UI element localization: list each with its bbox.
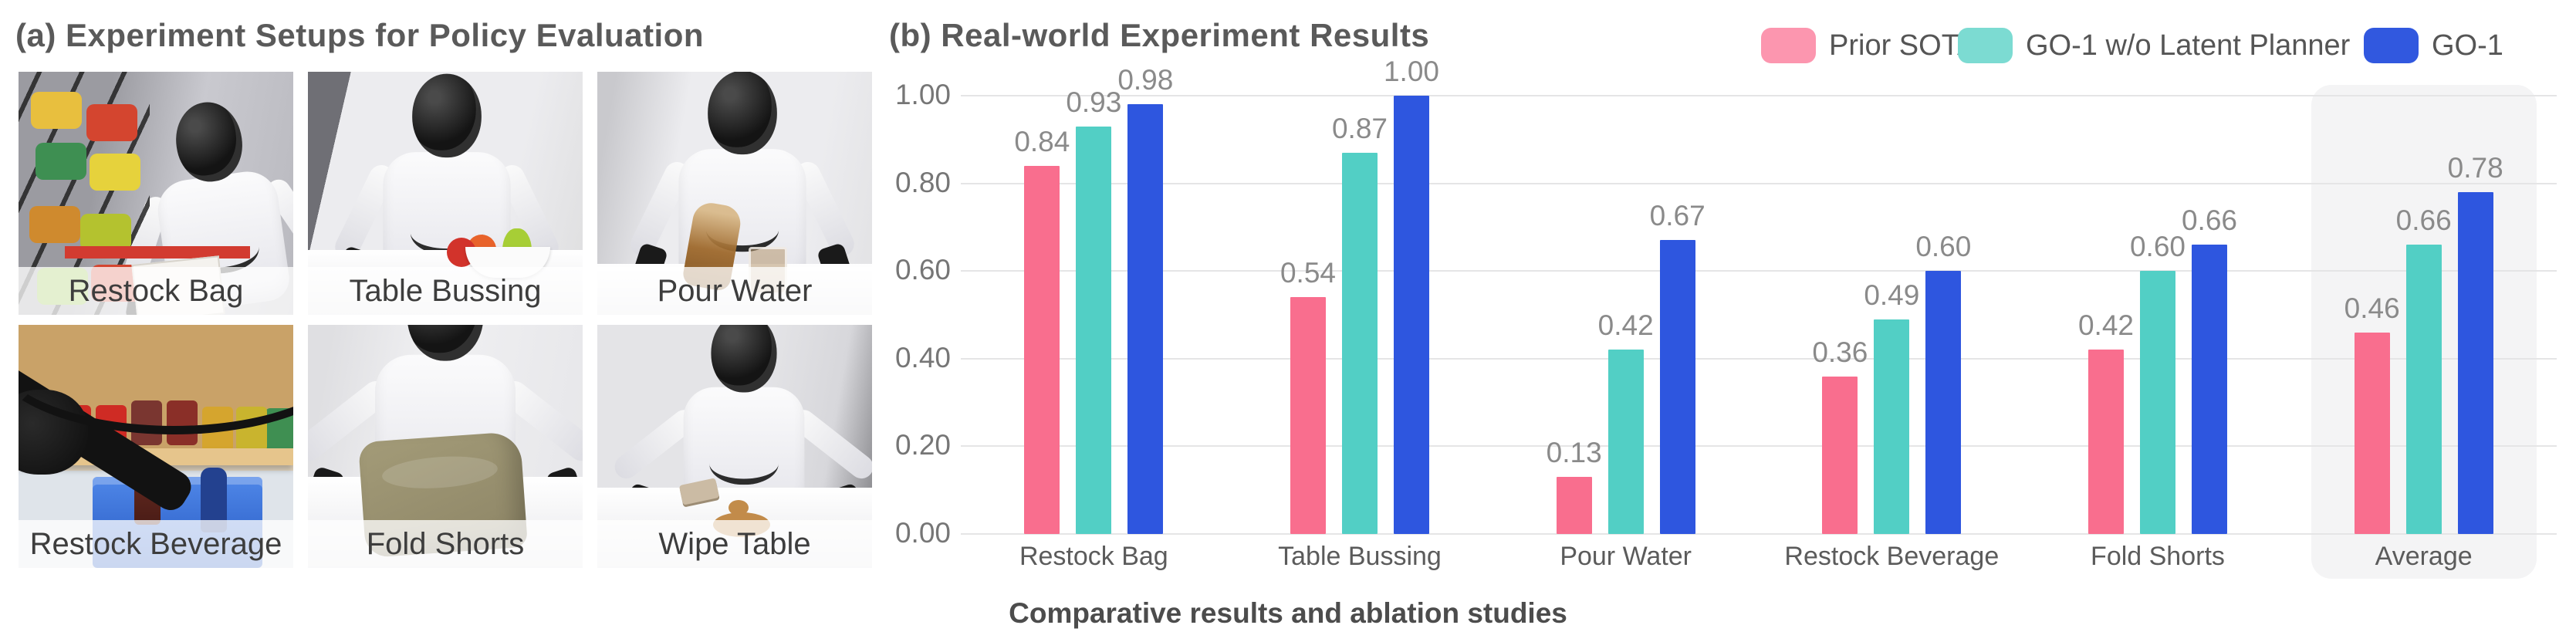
setup-label: Table Bussing — [308, 267, 583, 315]
legend-swatch-go1 — [2364, 28, 2419, 63]
legend-label: Prior SOTA — [1829, 29, 1977, 62]
bar-value-label: 0.60 — [2129, 231, 2186, 263]
y-axis-tick-label: 1.00 — [894, 79, 951, 110]
bar-value-label: 0.36 — [1812, 336, 1868, 368]
setup-photo-restock-bag: Restock Bag — [19, 72, 293, 315]
bar-prior-sota-pour-water — [1556, 477, 1592, 534]
bar-value-label: 0.93 — [1066, 86, 1122, 118]
y-gridline — [961, 357, 2557, 360]
setup-label: Restock Beverage — [19, 520, 293, 568]
panel-b-title: (b) Real-world Experiment Results — [889, 17, 1430, 53]
x-axis-label-restock-beverage: Restock Beverage — [1784, 542, 2000, 571]
figure-caption: Comparative results and ablation studies — [1009, 597, 1567, 629]
setup-label: Wipe Table — [597, 520, 872, 568]
legend-label: GO-1 — [2432, 29, 2503, 62]
x-axis-label-average: Average — [2375, 542, 2473, 571]
bar-value-label: 0.42 — [1597, 309, 1654, 342]
bar-prior-sota-fold-shorts — [2088, 350, 2124, 534]
panel-a-title: (a) Experiment Setups for Policy Evaluat… — [15, 17, 705, 53]
legend-label: GO-1 w/o Latent Planner — [2026, 29, 2351, 62]
setup-label: Pour Water — [597, 267, 872, 315]
bar-value-label: 0.13 — [1546, 437, 1602, 469]
y-gridline — [961, 95, 2557, 96]
y-gridline — [961, 533, 2557, 535]
legend-item-go1: GO-1 — [2364, 28, 2503, 63]
bar-value-label: 0.49 — [1864, 279, 1920, 311]
bar-value-label: 0.78 — [2447, 151, 2503, 184]
x-axis-label-restock-bag: Restock Bag — [1019, 542, 1168, 571]
bar-prior-sota-table-bussing — [1290, 297, 1326, 534]
cable — [19, 325, 293, 434]
bar-value-label: 0.98 — [1117, 64, 1174, 96]
bar-go-1-w-o-latent-planner-fold-shorts — [2140, 271, 2175, 534]
setup-photo-fold-shorts: Fold Shorts — [308, 325, 583, 568]
bar-prior-sota-average — [2354, 332, 2390, 534]
bar-go-1-average — [2457, 191, 2493, 534]
y-gridline — [961, 182, 2557, 184]
bar-go-1-fold-shorts — [2192, 245, 2227, 534]
bar-value-label: 0.60 — [1915, 231, 1972, 263]
legend-item-go1-wo-latent-planner: GO-1 w/o Latent Planner — [1958, 28, 2350, 63]
bar-value-label: 0.66 — [2395, 204, 2452, 237]
setup-photo-table-bussing: Table Bussing — [308, 72, 583, 315]
x-axis-label-table-bussing: Table Bussing — [1278, 542, 1442, 571]
bar-prior-sota-restock-beverage — [1822, 376, 1858, 534]
y-axis-tick-label: 0.00 — [894, 517, 951, 549]
shopping-cart — [65, 246, 250, 258]
bar-go-1-w-o-latent-planner-restock-beverage — [1874, 319, 1910, 534]
setup-photo-wipe-table: Wipe Table — [597, 325, 872, 568]
bar-value-label: 0.54 — [1280, 257, 1336, 289]
y-axis-tick-label: 0.80 — [894, 166, 951, 198]
y-axis-tick-label: 0.40 — [894, 341, 951, 373]
y-axis-tick-label: 0.20 — [894, 429, 951, 461]
bar-go-1-w-o-latent-planner-average — [2405, 245, 2442, 534]
legend-swatch-prior-sota — [1761, 28, 1816, 63]
bar-value-label: 0.66 — [2181, 204, 2237, 237]
x-axis-label-fold-shorts: Fold Shorts — [2091, 542, 2225, 571]
y-gridline — [961, 270, 2557, 272]
bar-value-label: 0.84 — [1014, 125, 1070, 157]
setup-label: Restock Bag — [19, 267, 293, 315]
bar-value-label: 0.67 — [1649, 200, 1706, 232]
y-axis-tick-label: 0.60 — [894, 254, 951, 286]
bar-go-1-pour-water — [1659, 240, 1695, 534]
setup-photo-restock-beverage: Restock Beverage — [19, 325, 293, 568]
bar-go-1-restock-bag — [1127, 104, 1164, 534]
setup-label: Fold Shorts — [308, 520, 583, 568]
bar-go-1-w-o-latent-planner-restock-bag — [1076, 126, 1112, 534]
bar-value-label: 0.87 — [1331, 112, 1388, 144]
bar-value-label: 1.00 — [1383, 56, 1439, 87]
x-axis-label-pour-water: Pour Water — [1560, 542, 1692, 571]
bar-go-1-w-o-latent-planner-table-bussing — [1342, 152, 1378, 534]
bar-go-1-table-bussing — [1394, 96, 1429, 534]
snack-packets — [31, 92, 82, 129]
bar-value-label: 0.46 — [2344, 292, 2400, 324]
bar-prior-sota-restock-bag — [1024, 165, 1060, 534]
y-gridline — [961, 445, 2557, 448]
bar-go-1-w-o-latent-planner-pour-water — [1607, 350, 1644, 534]
bar-value-label: 0.42 — [2077, 309, 2134, 342]
legend-swatch-go1-wo-latent-planner — [1958, 28, 2013, 63]
legend-item-prior-sota: Prior SOTA — [1761, 28, 1976, 63]
setup-photo-pour-water: Pour Water — [597, 72, 872, 315]
bar-go-1-restock-beverage — [1925, 271, 1962, 534]
